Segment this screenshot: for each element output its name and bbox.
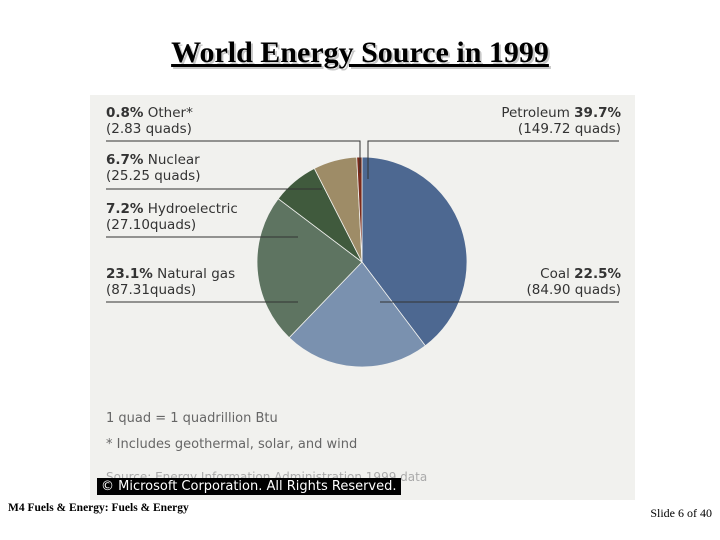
nuclear-quads: (25.25 quads) (106, 168, 201, 184)
hydro-name: Hydroelectric (147, 201, 238, 217)
label-hydroelectric: 7.2% Hydroelectric (27.10quads) (106, 201, 238, 233)
hydro-quads: (27.10quads) (106, 217, 197, 233)
note-other-includes: * Includes geothermal, solar, and wind (106, 437, 358, 452)
leader-line-petroleum (367, 140, 619, 179)
coal-percent: 22.5% (574, 266, 621, 282)
chart-panel: 0.8% Other* (2.83 quads) 6.7% Nuclear (2… (90, 95, 635, 500)
coal-name: Coal (540, 266, 570, 282)
other-percent: 0.8% (106, 105, 144, 121)
label-coal: Coal 22.5% (84.90 quads) (527, 266, 621, 298)
pie-slice-coal (288, 261, 426, 368)
other-marker: * (186, 105, 193, 121)
slide-title: World Energy Source in 1999 (171, 36, 549, 69)
gas-quads: (87.31quads) (106, 282, 197, 298)
other-name: Other (147, 105, 187, 121)
nuclear-percent: 6.7% (106, 152, 144, 168)
coal-quads: (84.90 quads) (526, 282, 621, 298)
leader-line-other (106, 140, 361, 173)
pie-chart (106, 140, 619, 368)
pie-slice-petroleum (361, 156, 468, 347)
petroleum-percent: 39.7% (574, 105, 621, 121)
label-natural-gas: 23.1% Natural gas (87.31quads) (106, 266, 235, 298)
label-other: 0.8% Other* (2.83 quads) (106, 105, 193, 137)
pie-slice-natural-gas (256, 198, 363, 339)
petroleum-quads: (149.72 quads) (517, 121, 621, 137)
hydro-percent: 7.2% (106, 201, 144, 217)
petroleum-name: Petroleum (501, 105, 570, 121)
pie-slice-other (356, 156, 363, 263)
footer-course: M4 Fuels & Energy: Fuels & Energy (8, 502, 189, 514)
nuclear-name: Nuclear (147, 152, 200, 168)
gas-percent: 23.1% (106, 266, 153, 282)
other-quads: (2.83 quads) (106, 121, 192, 137)
footer-slide-number: Slide 6 of 40 (650, 506, 712, 520)
label-nuclear: 6.7% Nuclear (25.25 quads) (106, 152, 200, 184)
note-quad-definition: 1 quad = 1 quadrillion Btu (106, 411, 278, 426)
copyright-notice: © Microsoft Corporation. All Rights Rese… (97, 478, 401, 495)
label-petroleum: Petroleum 39.7% (149.72 quads) (501, 105, 621, 137)
gas-name: Natural gas (157, 266, 236, 282)
